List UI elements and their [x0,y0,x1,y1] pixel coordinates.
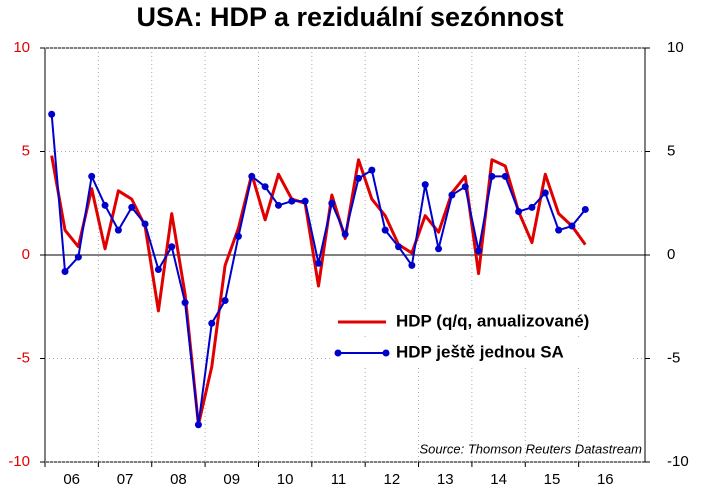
series-marker [48,110,56,118]
series-marker [555,226,563,234]
series-marker [101,201,109,209]
chart-title: USA: HDP a reziduální sezónnost [136,2,563,32]
x-tick-label: 13 [437,471,454,488]
series-marker [488,172,496,180]
series-marker [154,265,162,273]
series-marker [341,230,349,238]
x-tick-label: 12 [384,471,401,488]
series-marker [248,172,256,180]
series-marker [461,183,469,191]
series-marker [61,268,69,276]
x-tick-label: 10 [277,471,294,488]
series-marker [208,319,216,327]
series-marker [314,259,322,267]
source-note: Source: Thomson Reuters Datastream [419,441,642,456]
y-tick-label: -10 [8,453,30,470]
y2-tick-label: 5 [667,142,675,159]
series-marker [528,203,536,211]
series-marker [234,232,242,240]
legend-marker [334,349,342,357]
y2-tick-label: 0 [667,246,675,263]
legend-label: HDP (q/q, anualizované) [396,311,589,330]
series-marker [448,191,456,199]
y-tick-label: 5 [22,142,30,159]
series-marker [515,208,523,216]
x-tick-label: 09 [223,471,240,488]
series-marker [395,243,403,251]
x-tick-label: 16 [597,471,614,488]
series-marker [501,172,509,180]
series-marker [355,174,363,182]
series-marker [421,181,429,189]
y2-tick-label: -10 [667,453,689,470]
series-marker [368,166,376,174]
series-marker [168,243,176,251]
series-marker [408,261,416,269]
series-marker [435,245,443,253]
series-marker [541,189,549,197]
y-tick-label: -5 [17,349,30,366]
series-marker [114,226,122,234]
x-tick-label: 06 [63,471,80,488]
series-marker [141,220,149,228]
x-tick-label: 14 [490,471,507,488]
series-marker [181,299,189,307]
series-marker [128,203,136,211]
series-line [50,114,587,426]
x-tick-label: 11 [331,471,347,488]
y-tick-label: 10 [13,39,30,56]
series-line [50,155,587,427]
series-marker [274,201,282,209]
y2-tick-label: 10 [667,39,684,56]
legend-label: HDP ještě jednou SA [396,342,564,361]
series-marker [301,197,309,205]
series-marker [221,297,229,305]
series-marker [288,197,296,205]
x-tick-label: 07 [117,471,134,488]
series-marker [328,199,336,207]
series-marker [381,226,389,234]
series-marker [194,421,202,429]
series-marker [261,183,269,191]
series-marker [568,222,576,230]
x-tick-label: 08 [170,471,187,488]
legend-marker [382,349,390,357]
series-marker [581,205,589,213]
series-marker [475,247,483,255]
y-tick-label: 0 [22,246,30,263]
y2-tick-label: -5 [667,349,680,366]
x-tick-label: 15 [544,471,561,488]
series-marker [88,172,96,180]
series-marker [74,253,82,261]
